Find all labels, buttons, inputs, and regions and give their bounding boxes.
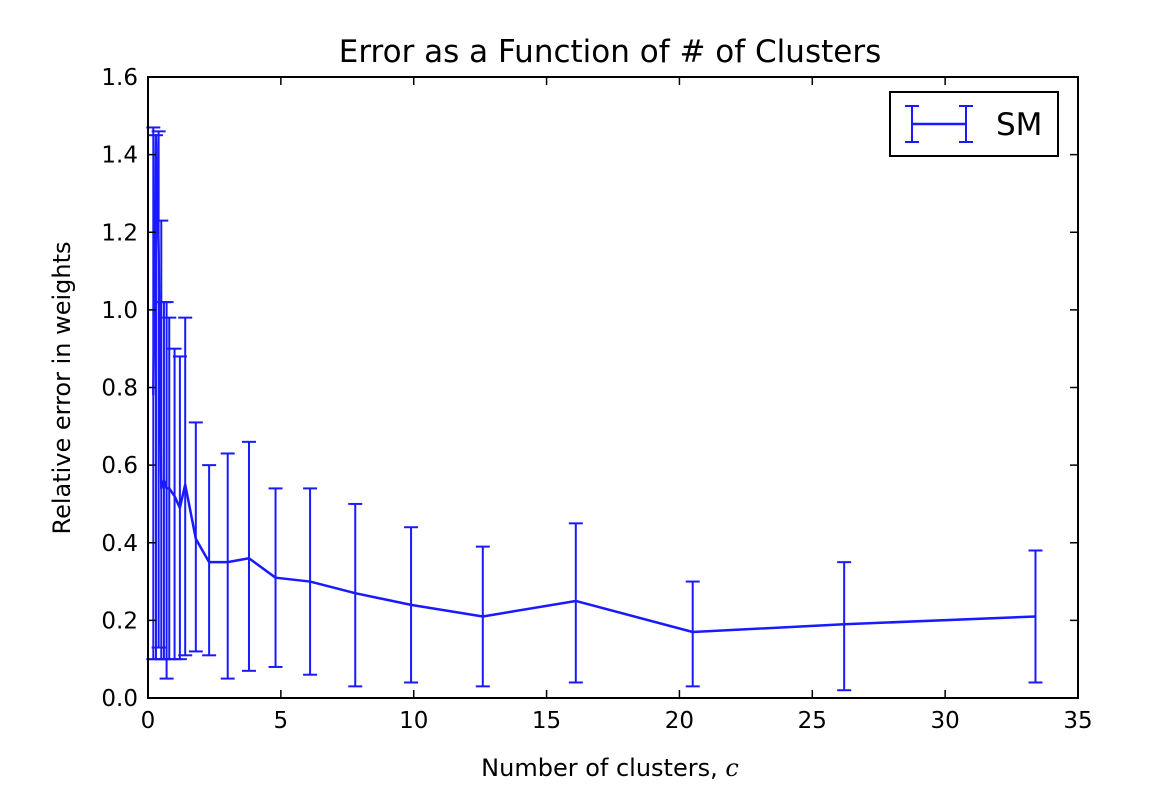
y-tick-label: 1.4 [101,143,138,169]
error-bar [159,301,174,680]
x-tick-label: 30 [931,708,960,734]
x-tick-label: 5 [274,708,289,734]
y-axis-label: Relative error in weights [48,241,76,534]
axis-ticks: 0 5 10 15 20 25 30 35 0.0 0.2 0.4 0.6 0.8 1.0 1.2 1.4 1.… [101,65,1092,734]
y-tick-label: 0.8 [101,376,138,402]
y-tick-label: 0.4 [101,531,138,557]
x-axis-label: Number of clusters, c [481,754,739,782]
x-tick-label: 25 [798,708,827,734]
legend-swatch [905,105,973,143]
series-line-sm [152,133,1036,634]
axes-frame [147,76,1079,699]
x-tick-label: 10 [399,708,428,734]
y-tick-label: 1.0 [101,298,138,324]
error-bar [348,502,363,688]
error-bar [568,522,583,684]
plot-marks [146,126,1043,692]
legend-label-sm: SM [996,107,1042,143]
x-axis-label-variable: c [725,754,738,782]
chart-title: Error as a Function of # of Clusters [339,34,881,70]
y-tick-label: 0.2 [101,608,138,634]
x-tick-label: 20 [665,708,694,734]
x-tick-label: 15 [532,708,561,734]
x-tick-label: 35 [1063,708,1092,734]
x-axis-label-text: Number of clusters, [481,754,725,782]
y-tick-label: 1.2 [101,220,138,246]
x-tick-label: 0 [141,708,156,734]
error-bar [685,580,700,688]
y-tick-label: 0.0 [101,686,138,712]
error-bar [220,452,235,680]
y-tick-label: 1.6 [101,65,138,91]
error-bar [837,561,852,692]
y-tick-label: 0.6 [101,453,138,479]
legend: SM [889,91,1059,157]
error-bar [241,440,256,672]
